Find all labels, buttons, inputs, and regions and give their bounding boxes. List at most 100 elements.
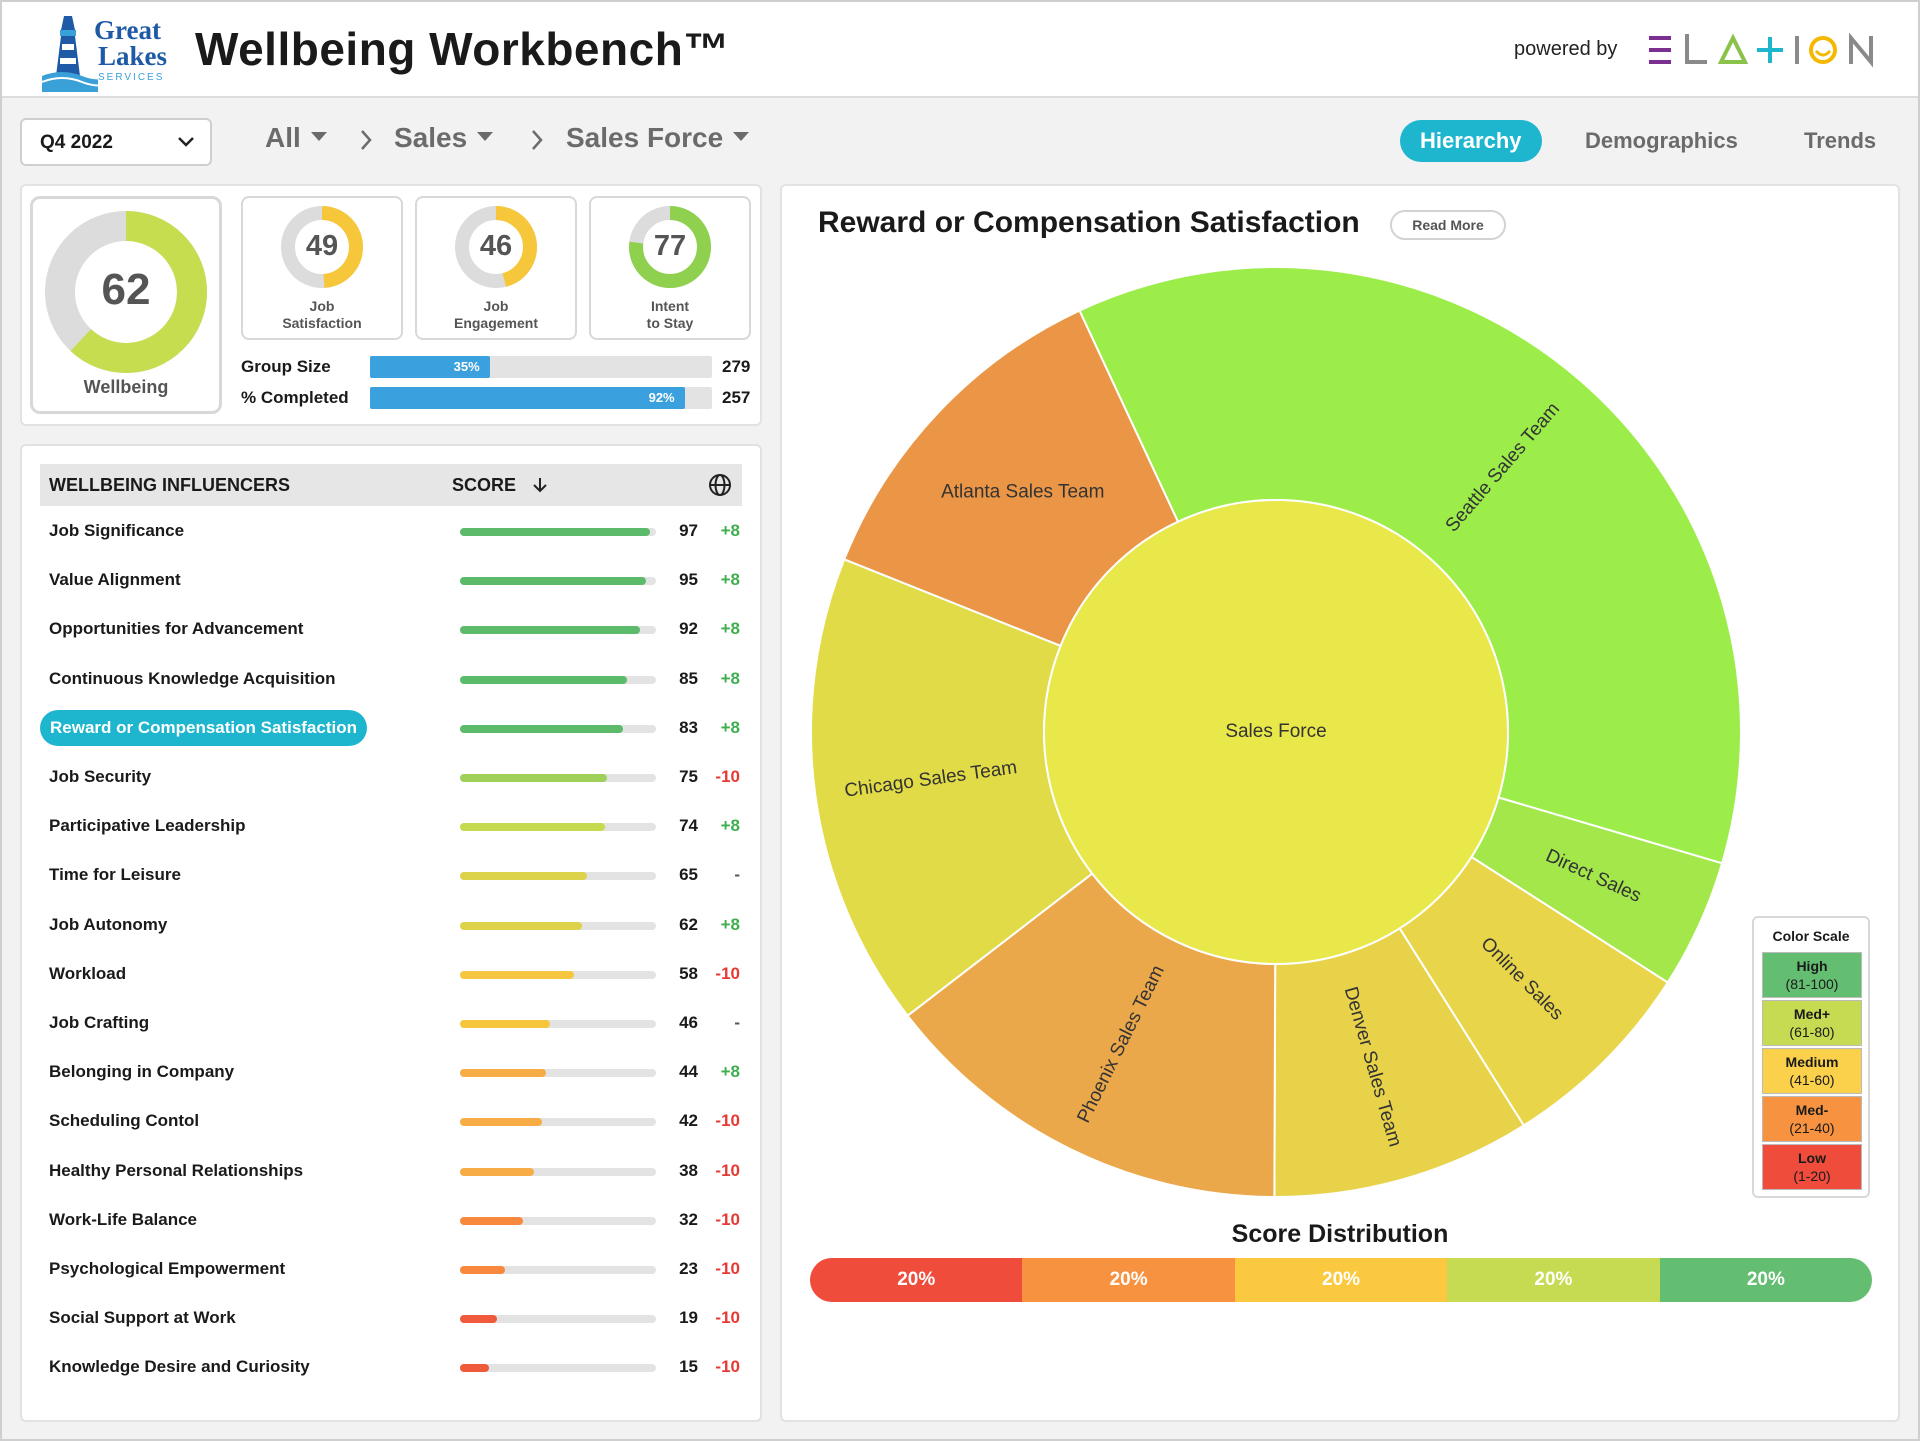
influencer-row[interactable]: Opportunities for Advancement 92 +8 (40, 611, 742, 651)
tab-trends[interactable]: Trends (1804, 128, 1877, 153)
completed-bar: 92% (370, 387, 712, 409)
influencer-score: 44 (679, 1062, 698, 1082)
breadcrumb-sales-force[interactable]: Sales Force (566, 122, 750, 154)
sunburst-segment-label: Atlanta Sales Team (941, 482, 1104, 503)
influencer-score-fill (460, 1364, 490, 1373)
influencer-score-track (460, 1069, 656, 1078)
breadcrumb-all[interactable]: All (265, 122, 327, 154)
influencer-name: Participative Leadership (49, 816, 246, 836)
read-more-button[interactable]: Read More (1390, 210, 1506, 240)
influencer-score: 38 (679, 1160, 698, 1180)
wellbeing-card[interactable]: 62 Wellbeing (30, 196, 222, 414)
color-scale-level: Medium (1785, 1054, 1839, 1070)
intent-to-stay-score: 77 (653, 230, 687, 262)
tab-hierarchy[interactable]: Hierarchy (1400, 120, 1542, 162)
influencer-name: Social Support at Work (49, 1308, 236, 1328)
powered-by-label: powered by (1514, 38, 1618, 60)
influencer-row[interactable]: Scheduling Contol 42 -10 (40, 1103, 742, 1143)
influencer-row[interactable]: Belonging in Company 44 +8 (40, 1054, 742, 1094)
influencer-score-track (460, 1315, 656, 1324)
influencer-score-track (460, 970, 656, 979)
completed-count: 257 (722, 388, 751, 407)
influencer-score-fill (460, 577, 647, 586)
influencer-score-track (460, 1216, 656, 1225)
completed-label: % Completed (241, 388, 349, 407)
influencer-score-track (460, 921, 656, 930)
lighthouse-icon (42, 16, 98, 92)
breadcrumb-sales[interactable]: Sales (394, 122, 494, 154)
influencer-score-track (460, 774, 656, 782)
influencers-column-header: WELLBEING INFLUENCERS (49, 475, 290, 495)
influencer-name: Knowledge Desire and Curiosity (49, 1357, 310, 1377)
tab-demographics[interactable]: Demographics (1585, 128, 1738, 153)
wellbeing-donut (45, 211, 207, 373)
distribution-segment: 20% (810, 1258, 1023, 1302)
color-scale-legend: Color Scale High (81-100) Med+ (61-80) Mediu… (1752, 916, 1870, 1198)
influencer-row[interactable]: Work-Life Balance 32 -10 (40, 1202, 742, 1242)
color-scale-swatch: Med- (21-40) (1762, 1096, 1862, 1142)
influencer-score-fill (460, 675, 627, 684)
job-engagement-card[interactable]: 46 Job Engagement (415, 196, 577, 340)
influencer-score-track (460, 872, 656, 881)
intent-to-stay-card[interactable]: 77 Intent to Stay (589, 196, 751, 340)
quarter-select[interactable]: Q4 2022 (20, 118, 212, 166)
influencer-row[interactable]: Healthy Personal Relationships 38 -10 (40, 1153, 742, 1193)
influencer-name: Opportunities for Advancement (49, 619, 304, 639)
influencer-row[interactable]: Participative Leadership 74 +8 (40, 808, 742, 848)
score-distribution-title: Score Distribution (1231, 1220, 1449, 1248)
influencer-delta: -10 (715, 963, 740, 983)
caret-down-icon (477, 132, 494, 142)
intent-to-stay-donut (629, 206, 711, 288)
influencer-score: 32 (679, 1209, 698, 1229)
wellbeing-score: 62 (101, 265, 151, 314)
color-scale-level: Med- (1795, 1102, 1829, 1118)
influencer-row[interactable]: Job Autonomy 62 +8 (40, 907, 742, 947)
influencer-delta: +8 (720, 570, 740, 590)
score-column-header[interactable]: SCORE (452, 475, 549, 496)
influencer-score-track (460, 626, 656, 635)
influencer-row[interactable]: Continuous Knowledge Acquisition 85 +8 (40, 661, 742, 701)
influencer-row[interactable]: Social Support at Work 19 -10 (40, 1300, 742, 1340)
influencer-delta: -10 (715, 1259, 740, 1278)
influencer-score-fill (460, 1216, 523, 1225)
color-scale-swatch: Medium (41-60) (1762, 1048, 1862, 1094)
intent-to-stay-label: Intent to Stay (591, 298, 749, 332)
influencer-score-fill (460, 774, 607, 782)
influencer-row[interactable]: Reward or Compensation Satisfaction 83 +8 (40, 709, 742, 750)
influencer-score: 42 (679, 1111, 698, 1131)
group-size-bar: 35% (370, 356, 712, 378)
distribution-segment: 20% (1234, 1258, 1448, 1302)
influencer-row[interactable]: Value Alignment 95 +8 (40, 562, 742, 602)
color-scale-range: (81-100) (1785, 976, 1839, 992)
sunburst-center-label: Sales Force (1225, 721, 1326, 742)
score-column-header-label: SCORE (452, 475, 517, 495)
group-size-bar-fill: 35% (370, 356, 490, 378)
influencer-name: Scheduling Contol (49, 1111, 200, 1131)
influencer-delta: -10 (715, 1160, 740, 1180)
influencer-row[interactable]: Psychological Empowerment 23 -10 (40, 1251, 742, 1291)
influencer-delta: -10 (715, 1308, 740, 1328)
influencer-score-fill (460, 626, 641, 635)
sunburst-center[interactable] (1043, 499, 1509, 965)
influencer-score: 65 (679, 865, 698, 885)
influencer-row[interactable]: Knowledge Desire and Curiosity 15 -10 (40, 1349, 742, 1389)
influencer-score-fill (460, 921, 582, 930)
influencer-row[interactable]: Workload 58 -10 (40, 956, 742, 996)
group-size-label: Group Size (241, 357, 331, 376)
influencer-row[interactable]: Job Significance 97 +8 (40, 513, 742, 553)
influencer-score: 23 (679, 1259, 698, 1278)
influencer-score: 15 (679, 1357, 698, 1377)
influencer-row[interactable]: Job Crafting 46 - (40, 1005, 742, 1045)
breadcrumb-sales-force-label: Sales Force (566, 122, 724, 153)
job-engagement-label-line2: Engagement (453, 315, 538, 331)
influencer-row[interactable]: Time for Leisure 65 - (40, 857, 742, 897)
color-scale-range: (21-40) (1789, 1120, 1835, 1136)
chevron-right-icon (361, 130, 372, 150)
globe-icon[interactable] (708, 473, 732, 497)
job-satisfaction-card[interactable]: 49 Job Satisfaction (241, 196, 403, 340)
influencer-delta: -10 (715, 1357, 740, 1377)
influencer-row[interactable]: Job Security 75 -10 (40, 759, 742, 799)
app-title: Wellbeing Workbench™ (195, 23, 730, 75)
completed-bar-fill: 92% (370, 387, 685, 409)
